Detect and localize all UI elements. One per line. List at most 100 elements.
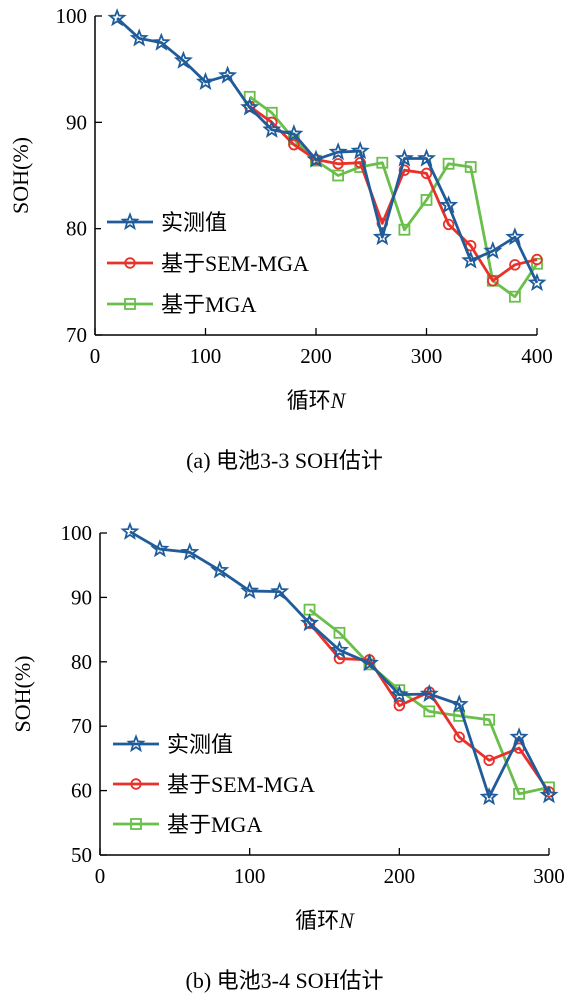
legend-label: 实测值 [167, 732, 233, 757]
data-point [107, 8, 127, 27]
y-tick-label: 100 [56, 4, 88, 28]
data-point [509, 259, 521, 271]
data-point [173, 50, 193, 69]
data-point [376, 156, 389, 169]
x-tick-label: 0 [95, 864, 106, 888]
x-tick-label: 200 [300, 344, 332, 368]
x-tick-label: 300 [533, 864, 565, 888]
data-point [505, 227, 525, 246]
series-square [303, 603, 555, 800]
legend-item-star: 实测值 [107, 210, 227, 235]
data-point [333, 626, 346, 639]
y-tick-label: 100 [61, 521, 93, 545]
data-point [350, 141, 370, 160]
data-point [270, 581, 290, 600]
data-point [509, 727, 529, 746]
legend-item-square: 基于MGA [107, 292, 256, 317]
data-point [329, 640, 349, 659]
y-axis-title: SOH(%) [8, 137, 33, 214]
data-point [240, 97, 260, 116]
x-axis-title-text: 循环 [287, 388, 331, 413]
data-point [129, 28, 149, 47]
x-tick-label: 100 [190, 344, 222, 368]
data-point [332, 158, 344, 170]
x-axis-title: 循环N [295, 908, 355, 933]
data-point [420, 194, 433, 206]
legend-marker [124, 298, 136, 310]
series-line [308, 608, 550, 796]
data-point [150, 539, 170, 558]
data-point [483, 240, 503, 260]
x-axis-title: 循环N [287, 388, 347, 413]
legend-label: 实测值 [161, 210, 227, 235]
x-tick-label: 300 [411, 344, 443, 368]
data-point [210, 560, 230, 579]
data-point [288, 138, 300, 151]
x-tick-label: 100 [234, 864, 266, 888]
data-point [539, 785, 559, 804]
legend-marker [124, 257, 136, 269]
data-point [483, 754, 495, 767]
y-tick-label: 70 [66, 323, 87, 347]
data-point [420, 167, 433, 180]
y-tick-label: 80 [66, 217, 87, 241]
data-point [527, 272, 547, 291]
data-point [195, 71, 216, 91]
data-point [393, 699, 406, 712]
legend-item-circle: 基于SEM-MGA [107, 251, 309, 276]
series-line [308, 622, 551, 793]
data-point [398, 164, 411, 176]
data-point [487, 275, 499, 287]
data-point [531, 253, 543, 266]
y-tick-label: 70 [71, 714, 92, 738]
series-line [129, 530, 551, 799]
data-point [483, 713, 496, 726]
x-axis-title-variable: N [338, 908, 355, 933]
x-axis-title-text: 循环 [295, 908, 339, 933]
data-point [461, 250, 481, 269]
data-point [218, 65, 238, 84]
data-point [398, 223, 411, 236]
chart-panel-a: 70 80 90 100 0 100 200 300 400 SOH(%) 循环N 实测值基于SEM-… [8, 4, 553, 473]
data-point [372, 227, 392, 246]
data-point [479, 787, 499, 806]
data-point [180, 542, 200, 561]
data-point [300, 613, 320, 632]
legend-marker [126, 733, 146, 753]
data-point [442, 218, 455, 231]
data-point [332, 169, 345, 182]
x-tick-label: 400 [521, 344, 553, 368]
data-point [262, 119, 282, 138]
data-point [266, 116, 278, 129]
legend-marker [130, 778, 142, 790]
y-axis-title: SOH(%) [10, 656, 35, 733]
legend-item-circle: 基于SEM-MGA [113, 772, 315, 797]
legend-item-star: 实测值 [113, 732, 233, 757]
y-tick-label: 80 [71, 650, 92, 674]
data-point [531, 257, 543, 270]
legend-label: 基于MGA [161, 292, 256, 317]
y-tick-label: 90 [66, 110, 87, 134]
data-point [442, 157, 455, 170]
data-point [151, 32, 171, 51]
x-tick-label: 0 [90, 344, 101, 368]
data-point [453, 731, 465, 743]
legend-label: 基于SEM-MGA [161, 251, 309, 276]
series-star [120, 521, 559, 806]
data-point [449, 694, 469, 713]
data-point [240, 580, 260, 600]
data-point [328, 142, 348, 161]
data-point [508, 290, 521, 303]
figure-caption: (b) 电池3-4 SOH估计 [186, 968, 384, 993]
legend-item-square: 基于MGA [113, 812, 262, 837]
y-tick-label: 50 [71, 843, 92, 867]
data-point [464, 161, 477, 173]
legend-marker [130, 818, 142, 830]
figure-caption: (a) 电池3-3 SOH估计 [186, 448, 383, 473]
legend-label: 基于MGA [167, 812, 262, 837]
data-point [284, 124, 304, 143]
y-tick-label: 60 [71, 779, 92, 803]
data-point [513, 787, 525, 800]
